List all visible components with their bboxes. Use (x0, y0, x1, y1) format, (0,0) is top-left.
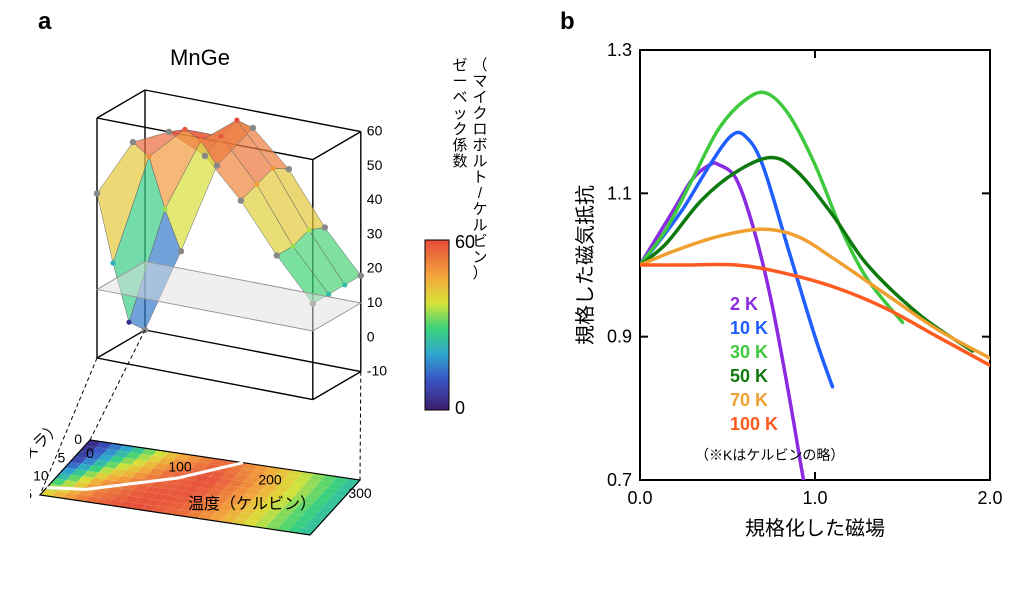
svg-text:マ: マ (472, 73, 487, 90)
svg-text:0.0: 0.0 (627, 488, 652, 508)
svg-text:ク: ク (472, 105, 487, 122)
svg-text:-10: -10 (367, 363, 387, 379)
svg-text:0: 0 (86, 445, 94, 461)
svg-text:40: 40 (367, 191, 383, 207)
svg-text:60: 60 (367, 123, 383, 139)
svg-text:温度（ケルビン）: 温度（ケルビン） (188, 495, 316, 513)
svg-text:ー: ー (452, 73, 467, 90)
svg-text:0: 0 (455, 398, 465, 418)
svg-text:5: 5 (58, 449, 66, 465)
svg-text:1.1: 1.1 (607, 183, 632, 203)
svg-text:規格化した磁場: 規格化した磁場 (745, 517, 885, 540)
svg-text:20: 20 (367, 260, 383, 276)
svg-text:ケ: ケ (472, 201, 487, 218)
svg-text:（: （ (472, 57, 487, 74)
svg-text:100: 100 (168, 458, 192, 474)
panel-b-svg: 0.7 0.9 1.1 1.3 0.0 1.0 2.0 規格化した磁場 規格した磁気抵抗 2 K 1… (570, 10, 1010, 560)
svg-text:15: 15 (30, 486, 32, 502)
svg-text:10: 10 (367, 294, 383, 310)
panel-a-svg: -100102030405060ゼーベック係数（マイクロボルト/ケルビン）MnG… (30, 10, 530, 600)
svg-text:ボ: ボ (472, 137, 487, 154)
svg-text:数: 数 (452, 153, 467, 170)
svg-text:2.0: 2.0 (977, 488, 1002, 508)
svg-text:2 K: 2 K (730, 294, 758, 314)
svg-text:ル: ル (472, 153, 487, 170)
svg-text:50: 50 (367, 157, 383, 173)
svg-text:ベ: ベ (452, 89, 467, 106)
svg-text:30 K: 30 K (730, 342, 768, 362)
svg-text:10: 10 (33, 468, 49, 484)
svg-text:ト: ト (472, 169, 487, 186)
svg-text:MnGe: MnGe (170, 45, 230, 70)
svg-text:ゼ: ゼ (452, 57, 467, 74)
figure-root: a b -100102030405060ゼーベック係数（マイクロボルト/ケルビン… (0, 0, 1024, 614)
svg-text:60: 60 (455, 232, 475, 252)
svg-text:1.3: 1.3 (607, 40, 632, 60)
svg-text:300: 300 (348, 485, 372, 501)
svg-text:200: 200 (258, 472, 282, 488)
svg-text:）: ） (472, 265, 487, 282)
svg-text:ロ: ロ (472, 121, 487, 138)
panel-a: -100102030405060ゼーベック係数（マイクロボルト/ケルビン）MnG… (30, 10, 530, 600)
svg-text:0.9: 0.9 (607, 327, 632, 347)
panel-b: 0.7 0.9 1.1 1.3 0.0 1.0 2.0 規格化した磁場 規格した磁気抵抗 2 K 1… (570, 10, 1010, 560)
svg-text:係: 係 (452, 137, 467, 154)
svg-text:ッ: ッ (452, 105, 467, 122)
svg-text:0: 0 (367, 328, 375, 344)
svg-text:50 K: 50 K (730, 366, 768, 386)
svg-text:10 K: 10 K (730, 318, 768, 338)
svg-text:0.7: 0.7 (607, 470, 632, 490)
svg-text:70 K: 70 K (730, 390, 768, 410)
svg-text:ク: ク (452, 121, 467, 138)
svg-text:30: 30 (367, 225, 383, 241)
svg-text:規格した磁気抵抗: 規格した磁気抵抗 (574, 185, 597, 345)
svg-text:1.0: 1.0 (802, 488, 827, 508)
svg-text:（※Kはケルビンの略）: （※Kはケルビンの略） (695, 447, 844, 463)
svg-text:0: 0 (74, 431, 82, 447)
svg-text:100 K: 100 K (730, 414, 778, 434)
svg-text:/: / (478, 185, 483, 202)
svg-text:イ: イ (472, 89, 487, 106)
